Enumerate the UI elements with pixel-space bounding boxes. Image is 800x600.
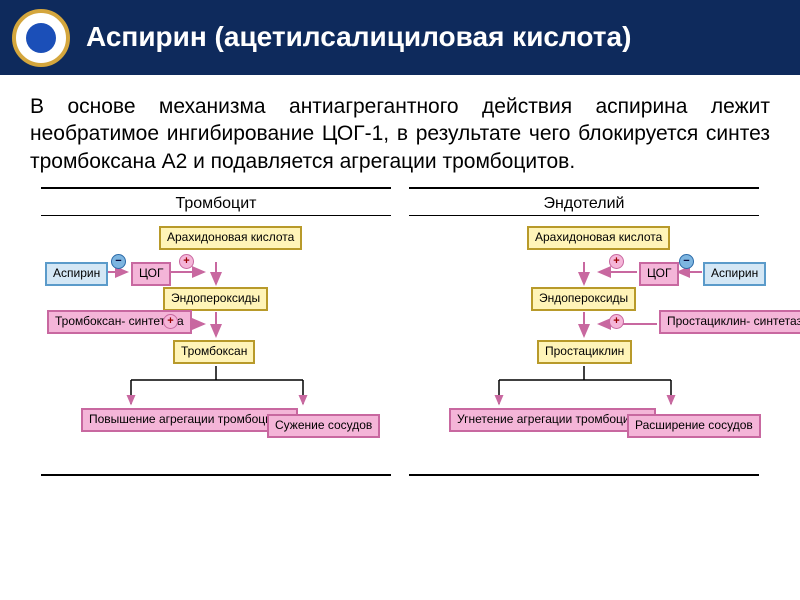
node-arachidonic-r: Арахидоновая кислота (527, 226, 670, 250)
sign-minus-l: − (111, 254, 126, 269)
node-result2-l: Сужение сосудов (267, 414, 380, 438)
page-title: Аспирин (ацетилсалициловая кислота) (86, 22, 631, 53)
diagram: Тромбоцит Арахидоновая кислота (0, 187, 800, 476)
sign-plus-synth-l: + (163, 314, 178, 329)
node-endoperoxides-l: Эндопероксиды (163, 287, 268, 311)
header: Аспирин (ацетилсалициловая кислота) (0, 0, 800, 75)
panel-endothelium: Эндотелий Арахидоновая кислота + ЦОГ − (409, 187, 759, 476)
node-endoperoxides-r: Эндопероксиды (531, 287, 636, 311)
sign-plus-cog-l: + (179, 254, 194, 269)
node-thromboxane-l: Тромбоксан (173, 340, 255, 364)
node-prostacyclin-r: Простациклин (537, 340, 632, 364)
node-cog-l: ЦОГ (131, 262, 171, 286)
logo (12, 9, 70, 67)
node-aspirin-l: Аспирин (45, 262, 108, 286)
node-result1-l: Повышение агрегации тромбоцитов (81, 408, 298, 432)
node-aspirin-r: Аспирин (703, 262, 766, 286)
node-result2-r: Расширение сосудов (627, 414, 761, 438)
sign-minus-r: − (679, 254, 694, 269)
panel-title-right: Эндотелий (409, 195, 759, 216)
sign-plus-cog-r: + (609, 254, 624, 269)
node-cog-r: ЦОГ (639, 262, 679, 286)
node-result1-r: Угнетение агрегации тромбоцитов (449, 408, 656, 432)
panel-title-left: Тромбоцит (41, 195, 391, 216)
sign-plus-synth-r: + (609, 314, 624, 329)
body-text: В основе механизма антиагрегантного дейс… (0, 75, 800, 187)
node-arachidonic-l: Арахидоновая кислота (159, 226, 302, 250)
node-synthetase-r: Простациклин- синтетаза (659, 310, 800, 334)
panel-thrombocyte: Тромбоцит Арахидоновая кислота (41, 187, 391, 476)
